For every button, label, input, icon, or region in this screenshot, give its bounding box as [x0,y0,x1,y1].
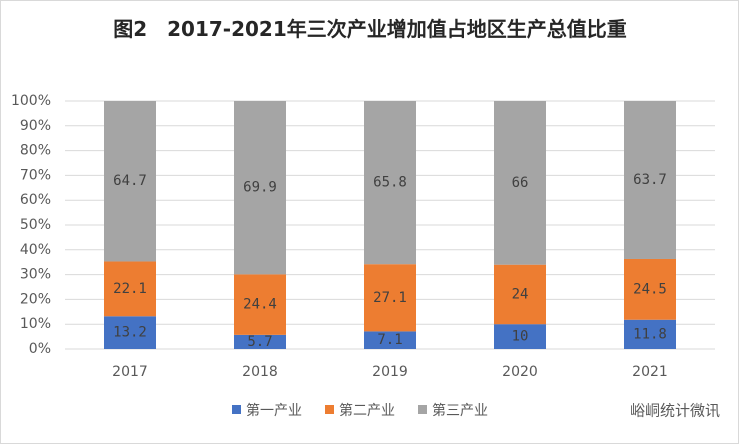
chart-title: 图2 2017-2021年三次产业增加值占地区生产总值比重 [113,17,627,41]
legend-swatch [325,405,334,414]
value-label: 24.5 [633,281,667,297]
bar-segment [494,101,546,265]
x-tick-label: 2021 [632,364,668,380]
bar-segment [104,101,156,262]
legend-label: 第一产业 [246,402,302,419]
value-label: 7.1 [377,332,402,348]
x-tick-label: 2019 [372,364,408,380]
y-tick-label: 20% [20,291,51,307]
value-label: 10 [512,329,529,345]
value-label: 24.4 [243,297,277,313]
value-label: 69.9 [243,180,277,196]
y-tick-label: 70% [20,167,51,183]
bar-segment [234,274,286,335]
x-tick-label: 2018 [242,364,278,380]
value-label: 24 [512,286,529,302]
value-label: 13.2 [113,325,147,341]
bar-segment [364,264,416,332]
legend-label: 第三产业 [432,402,488,419]
value-label: 65.8 [373,175,407,191]
bar-segment [364,101,416,265]
bar-segment [624,319,676,349]
y-tick-label: 40% [20,242,51,258]
value-label: 5.7 [247,334,272,350]
value-label: 63.7 [633,172,667,188]
bar-segment [494,324,546,349]
x-tick-label: 2020 [502,364,538,380]
bar-segment [494,264,546,325]
bar-segment [234,334,286,349]
bar-segment [624,258,676,320]
value-label: 64.7 [113,173,147,189]
legend-swatch [232,405,241,414]
bar-segment [234,101,286,275]
legend-label: 第二产业 [339,402,395,419]
y-tick-label: 30% [20,267,51,283]
y-tick-label: 80% [20,143,51,159]
y-tick-label: 50% [20,217,51,233]
bar-segment [104,261,156,317]
y-tick-label: 100% [11,93,51,109]
bar-segment [364,331,416,349]
value-label: 11.8 [633,326,667,342]
watermark: 峪峒统计微讯 [630,402,720,420]
value-label: 66 [512,175,529,191]
y-tick-label: 90% [20,118,51,134]
value-label: 22.1 [113,281,147,297]
y-tick-label: 60% [20,192,51,208]
bar-segment [624,101,676,259]
legend-swatch [418,405,427,414]
x-tick-label: 2017 [112,364,148,380]
y-tick-label: 10% [20,316,51,332]
y-tick-label: 0% [29,341,51,357]
value-label: 27.1 [373,290,407,306]
bar-segment [104,316,156,349]
